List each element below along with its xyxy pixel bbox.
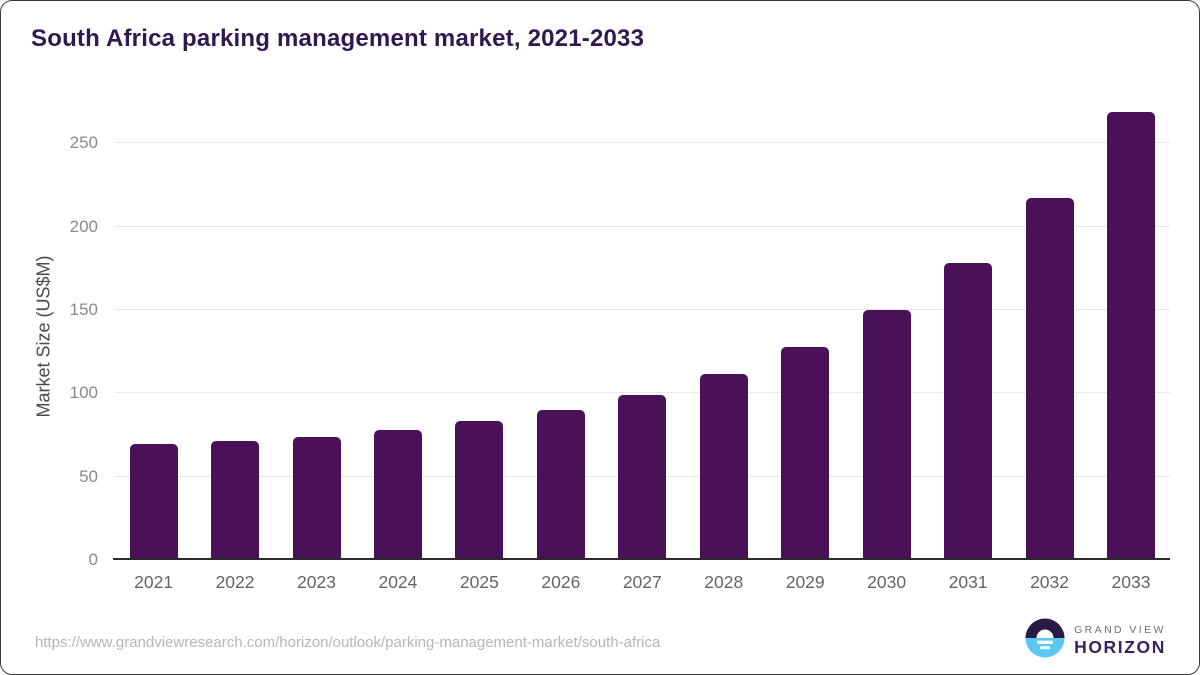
bar-2028	[699, 374, 748, 560]
bar-2033	[1107, 111, 1155, 560]
bar-2022	[211, 440, 260, 560]
x-tick-label-2021: 2021	[134, 572, 174, 592]
y-axis-title: Market Size (US$M)	[33, 255, 54, 418]
x-axis-line	[113, 558, 1170, 560]
bar-2030	[862, 309, 911, 560]
grand-view-horizon-logo: GRAND VIEW HORIZON	[1025, 618, 1166, 663]
y-tick-label-200: 200	[69, 216, 98, 236]
bar-2025	[455, 420, 504, 560]
bar-2032	[1025, 198, 1074, 560]
gridline-150	[115, 308, 1170, 310]
x-tick-label-2030: 2030	[867, 572, 907, 592]
logo-horizon-label: HORIZON	[1074, 637, 1166, 657]
bar-2027	[618, 394, 667, 560]
bar-2031	[944, 263, 993, 560]
x-tick-label-2025: 2025	[459, 572, 499, 592]
x-tick-label-2026: 2026	[541, 572, 581, 592]
gridline-250	[115, 142, 1170, 144]
x-tick-label-2022: 2022	[215, 572, 255, 592]
y-tick-label-0: 0	[88, 550, 98, 569]
bar-2029	[781, 346, 830, 560]
bar-2023	[292, 436, 341, 560]
plot-area	[113, 106, 1170, 560]
x-tick-label-2028: 2028	[704, 572, 744, 592]
gridline-100	[115, 392, 1170, 394]
bar-2026	[536, 409, 585, 560]
source-url: https://www.grandviewresearch.com/horizo…	[35, 634, 661, 651]
x-tick-label-2027: 2027	[622, 572, 662, 592]
logo-wordmark: GRAND VIEW HORIZON	[1074, 623, 1166, 657]
x-tick-label-2033: 2033	[1111, 572, 1151, 592]
x-tick-label-2023: 2023	[297, 572, 336, 592]
sunrise-over-water-icon	[1025, 618, 1065, 663]
x-tick-label-2024: 2024	[378, 572, 418, 592]
chart-title: South Africa parking management market, …	[31, 25, 645, 52]
bar-2024	[373, 429, 422, 560]
y-tick-label-250: 250	[69, 133, 98, 153]
y-tick-label-100: 100	[69, 383, 98, 403]
bar-2021	[129, 444, 178, 560]
x-tick-label-2031: 2031	[948, 572, 988, 592]
y-tick-label-150: 150	[69, 299, 98, 319]
x-tick-label-2032: 2032	[1030, 572, 1070, 592]
x-tick-label-2029: 2029	[785, 572, 825, 592]
logo-grand-view-label: GRAND VIEW	[1074, 623, 1166, 636]
y-tick-label-50: 50	[79, 466, 98, 486]
gridline-200	[115, 225, 1170, 227]
